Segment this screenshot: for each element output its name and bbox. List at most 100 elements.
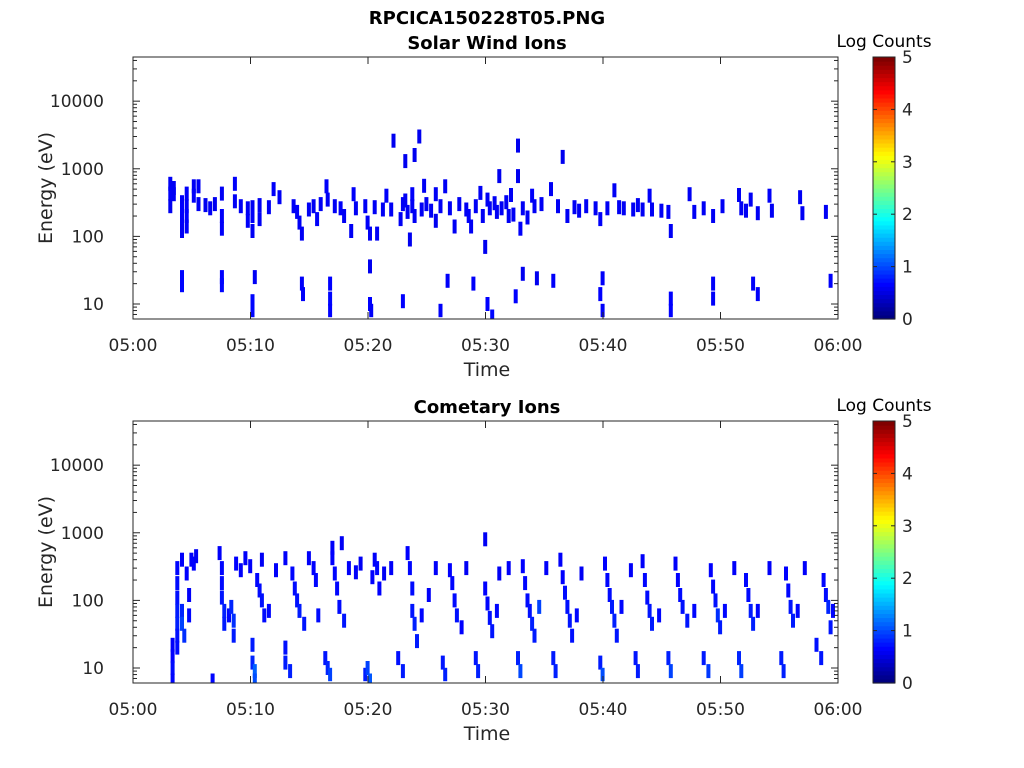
colorbar-segment [873, 253, 895, 259]
spectrogram-cell [487, 610, 492, 625]
spectrogram-cell [252, 270, 257, 285]
colorbar-segment [873, 449, 895, 455]
spectrogram-cell [452, 593, 457, 608]
spectrogram-cell [369, 303, 374, 318]
spectrogram-cell [398, 212, 403, 227]
colorbar-segment [873, 466, 895, 471]
spectrogram-cell [668, 291, 673, 306]
colorbar-segment [873, 613, 895, 619]
spectrogram-cell [640, 202, 645, 217]
spectrogram-cell [257, 583, 262, 598]
spectrogram-cell [180, 213, 184, 228]
spectrogram-cell [450, 576, 455, 591]
spectrogram-cell [781, 664, 786, 679]
spectrogram-cell [250, 655, 255, 670]
spectrogram-cell [175, 561, 180, 576]
x-tick-label: 05:00 [109, 336, 158, 356]
spectrogram-cell [417, 129, 422, 144]
spectrogram-cell [786, 583, 791, 598]
spectrogram-cell [184, 209, 189, 223]
spectrogram-cell [400, 664, 405, 679]
spectrogram-cell [751, 276, 756, 291]
colorbar-tick-label: 5 [902, 48, 913, 68]
spectrogram-cell [572, 200, 577, 215]
spectrogram-cell [600, 271, 605, 286]
spectrogram-cell [219, 186, 224, 201]
spectrogram-cell [537, 599, 542, 614]
spectrogram-cell [259, 593, 264, 608]
spectrogram-cell [415, 634, 419, 649]
y-tick-label: 10000 [50, 92, 104, 112]
spectrogram-cell [558, 552, 563, 567]
colorbar-segment [873, 605, 895, 610]
spectrogram-cell [680, 599, 685, 614]
colorbar-segment [873, 646, 895, 651]
colorbar-segment [873, 552, 895, 557]
spectrogram-cell [219, 270, 224, 285]
spectrogram-cell [187, 588, 192, 602]
spectrogram-cell [607, 588, 612, 602]
spectrogram-cell [338, 201, 343, 216]
colorbar-segment [873, 163, 895, 169]
colorbar-segment [873, 633, 895, 639]
spectrogram-cell [184, 566, 189, 581]
spectrogram-cell [718, 620, 723, 635]
spectrogram-cell [668, 224, 673, 238]
spectrogram-cell [243, 551, 248, 566]
y-axis-label: Energy (eV) [35, 496, 57, 608]
colorbar-segment [873, 130, 895, 136]
spectrogram-cell [368, 673, 372, 683]
colorbar-title: Log Counts [836, 32, 931, 52]
colorbar-segment [873, 498, 895, 504]
colorbar-segment [873, 97, 895, 103]
spectrogram-cell [433, 187, 438, 202]
spectrogram-cell [483, 239, 488, 254]
spectrogram-cell [706, 664, 711, 679]
spectrogram-cell [692, 204, 697, 219]
colorbar-segment [873, 515, 895, 520]
spectrogram-cell [203, 198, 208, 213]
spectrogram-cell [668, 664, 673, 679]
spectrogram-cell [464, 561, 469, 576]
spectrogram-cell [433, 561, 438, 576]
colorbar-segment [873, 539, 895, 545]
colorbar-segment [873, 192, 895, 197]
spectrogram-cell [372, 200, 377, 215]
spectrogram-cell [194, 549, 199, 564]
spectrogram-cell [191, 179, 196, 194]
spectrogram-cell [755, 603, 760, 618]
spectrogram-cell [598, 212, 603, 227]
spectrogram-cell [438, 199, 443, 214]
spectrogram-cell [170, 637, 175, 652]
colorbar-tick-label: 2 [902, 205, 913, 225]
x-tick-label: 05:40 [579, 336, 628, 356]
spectrogram-cell [494, 603, 499, 618]
spectrogram-cell [168, 199, 173, 214]
colorbar-segment [873, 175, 895, 181]
colorbar-frame [872, 56, 896, 320]
spectrogram-cell [473, 651, 478, 666]
colorbar-tick-label: 0 [902, 310, 913, 330]
spectrogram-cell [614, 628, 619, 643]
spectrogram-cell [410, 187, 415, 202]
colorbar-segment [873, 110, 895, 115]
spectrogram-cell [828, 273, 833, 288]
spectrogram-cell [297, 603, 302, 618]
spectrogram-cell [297, 215, 302, 230]
spectrogram-cell [295, 593, 300, 608]
colorbar-segment [873, 556, 895, 561]
spectrogram-cell [527, 603, 532, 618]
spectrogram-cell [459, 620, 464, 635]
spectrogram-cell [257, 198, 262, 213]
spectrogram-cell [219, 561, 224, 576]
spectrogram-cell [351, 187, 356, 202]
colorbar-segment [873, 179, 895, 185]
spectrogram-cell [405, 204, 410, 219]
colorbar-segment [873, 461, 895, 467]
colorbar-segment [873, 519, 895, 524]
spectrogram-cell [403, 193, 408, 208]
colorbar-segment [873, 57, 895, 62]
colorbar-segment [873, 171, 895, 177]
spectrogram-cell [405, 546, 410, 561]
spectrogram-cell [701, 201, 706, 216]
